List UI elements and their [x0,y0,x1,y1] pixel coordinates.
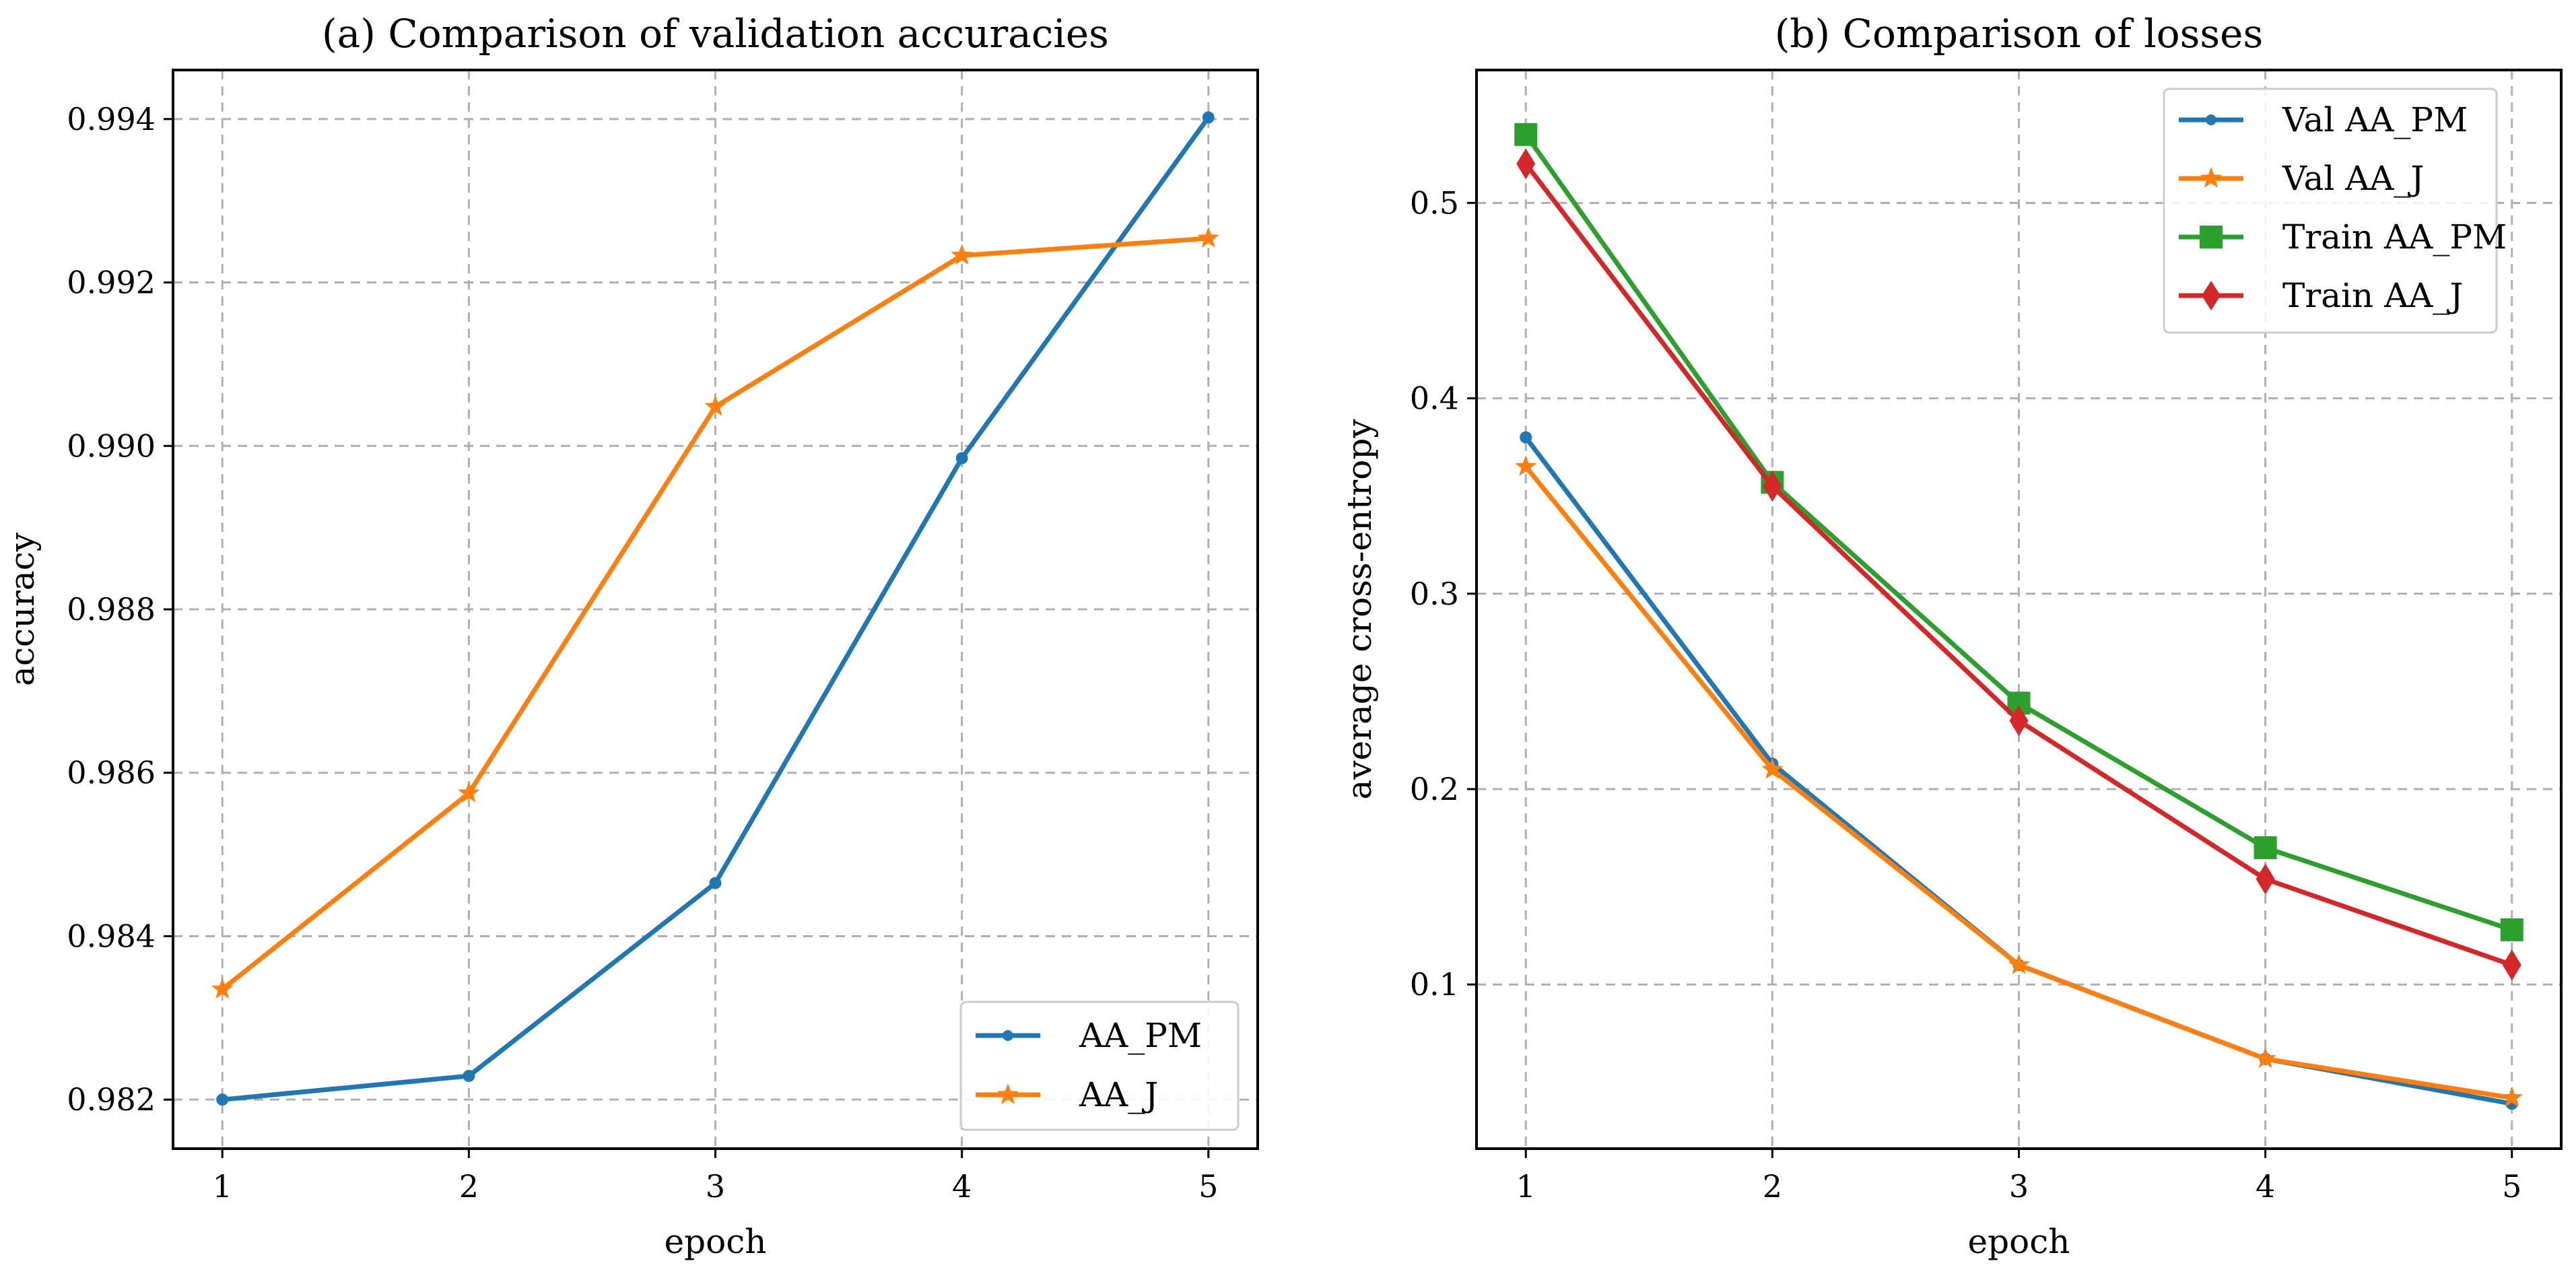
data-point [709,877,722,889]
y-tick-label: 0.990 [67,428,156,464]
y-tick-label: 0.992 [67,265,156,301]
data-point [2254,1047,2276,1069]
data-point [2253,836,2277,860]
data-point [216,1093,229,1106]
legend-label: AA_PM [1079,1016,1202,1055]
data-point [704,395,726,416]
axis-ticks: 1 2 3 4 5 0.982 0.984 0.986 0.988 0.990 0.992 0.994 [67,101,1218,1205]
legend-marker [2200,167,2223,188]
plot-frame [1475,69,2563,1150]
data-point [458,782,480,803]
legend-item: AA_PM [976,1016,1202,1055]
axis-ticks: 1 2 3 4 5 0.1 0.2 0.3 0.4 0.5 [1410,184,2522,1205]
legend-label: AA_J [1079,1075,1158,1114]
y-tick-label: 0.3 [1410,576,1459,612]
data-point [2009,705,2029,737]
y-tick-label: 0.2 [1410,771,1459,807]
x-axis-label: epoch [1968,1222,2070,1261]
legend-item: Val AA_J [2179,159,2424,198]
legend-item: Train AA_J [2179,276,2463,315]
y-axis-label: average cross-entropy [1340,419,1379,800]
data-point [1520,431,1532,444]
x-tick-label: 3 [2009,1168,2029,1205]
x-tick-label: 2 [459,1168,479,1205]
x-tick-label: 5 [2502,1168,2521,1205]
x-tick-label: 4 [2256,1168,2275,1205]
series-group [1514,123,2523,1110]
x-tick-label: 3 [706,1168,725,1205]
x-axis-label: epoch [665,1222,767,1261]
legend-marker [2202,281,2221,310]
legend-item: AA_J [976,1075,1158,1114]
data-point [1197,227,1219,248]
legend: AA_PM AA_J [959,1001,1240,1131]
data-point [1515,455,1537,476]
data-point [2500,918,2523,941]
data-point [463,1069,475,1082]
x-tick-label: 1 [213,1168,232,1205]
x-tick-label: 5 [1198,1168,1218,1205]
plot-frame [172,69,1259,1150]
x-tick-label: 1 [1516,1168,1536,1205]
data-point [1202,111,1215,124]
data-point [955,452,968,465]
data-point [211,978,234,999]
series-group [211,111,1219,1106]
y-tick-label: 0.5 [1410,184,1459,221]
legend-box [2163,88,2498,334]
legend-marker [996,1083,1019,1104]
data-point [2502,949,2521,981]
legend: Val AA_PM Val AA_J Train AA_PM Train AA_J [2163,88,2507,334]
legend-label: Val AA_J [2282,159,2424,198]
grid-lines [1477,70,2561,1149]
data-point [2008,953,2030,974]
legend-label: Val AA_PM [2282,100,2468,139]
x-tick-label: 4 [952,1168,972,1205]
legend-item: Val AA_PM [2179,100,2468,139]
data-point [951,244,973,265]
data-point [1516,148,1536,180]
y-tick-label: 0.4 [1410,380,1459,417]
y-axis-label: accuracy [3,532,42,686]
x-tick-label: 2 [1763,1168,1782,1205]
y-tick-label: 0.982 [67,1081,156,1118]
legend-marker [2200,226,2223,248]
legend-marker [1003,1030,1013,1041]
data-point [1763,471,1782,502]
chart-title: (b) Comparison of losses [1775,11,2263,57]
y-tick-label: 0.988 [67,591,156,628]
data-point [1761,758,1784,779]
panel-b-loss-chart: 1 2 3 4 5 0.1 0.2 0.3 0.4 0.5 (b) Comparison of lo… [1340,11,2563,1261]
chart-title: (a) Comparison of validation accuracies [322,11,1109,57]
y-tick-label: 0.1 [1410,966,1459,1003]
legend-item: Train AA_PM [2179,217,2507,257]
y-tick-label: 0.994 [67,101,156,137]
y-tick-label: 0.984 [67,918,156,954]
panel-a-accuracy-chart: 1 2 3 4 5 0.982 0.984 0.986 0.988 0.990 0.992 0.994… [3,11,1259,1261]
grid-lines [173,70,1258,1149]
y-tick-label: 0.986 [67,755,156,791]
legend-label: Train AA_PM [2282,217,2507,257]
data-point [1514,123,1538,146]
legend-label: Train AA_J [2282,276,2463,315]
data-point [2256,863,2275,895]
data-point [2501,1086,2523,1108]
legend-marker [2206,114,2216,125]
